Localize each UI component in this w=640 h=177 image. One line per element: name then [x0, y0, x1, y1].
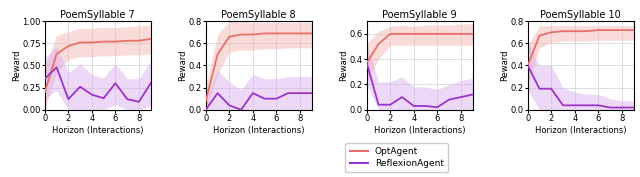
Title: PoemSyllable 9: PoemSyllable 9: [382, 10, 457, 21]
Title: PoemSyllable 7: PoemSyllable 7: [60, 10, 135, 21]
X-axis label: Horizon (Interactions): Horizon (Interactions): [52, 126, 143, 135]
Y-axis label: Reward: Reward: [339, 50, 348, 81]
Y-axis label: Reward: Reward: [178, 50, 187, 81]
Legend: OptAgent, ReflexionAgent: OptAgent, ReflexionAgent: [345, 143, 449, 172]
X-axis label: Horizon (Interactions): Horizon (Interactions): [374, 126, 465, 135]
X-axis label: Horizon (Interactions): Horizon (Interactions): [535, 126, 627, 135]
X-axis label: Horizon (Interactions): Horizon (Interactions): [213, 126, 305, 135]
Y-axis label: Reward: Reward: [12, 50, 20, 81]
Title: PoemSyllable 8: PoemSyllable 8: [221, 10, 296, 21]
Title: PoemSyllable 10: PoemSyllable 10: [540, 10, 621, 21]
Y-axis label: Reward: Reward: [500, 50, 509, 81]
